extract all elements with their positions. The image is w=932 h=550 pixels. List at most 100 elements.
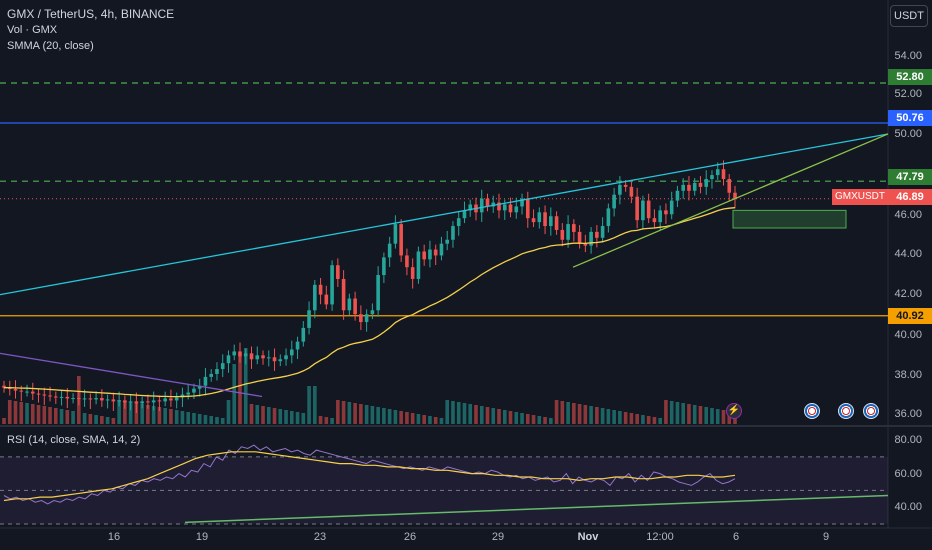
- candle-body: [255, 355, 260, 360]
- volume-bar: [157, 407, 162, 424]
- candle-body: [25, 391, 29, 393]
- volume-bar: [163, 408, 167, 424]
- rising-wedge-upper-trendline: [0, 133, 889, 296]
- volume-bar: [393, 410, 398, 424]
- candle-body: [445, 239, 450, 244]
- candle-body: [485, 198, 490, 207]
- candle-body: [479, 198, 484, 213]
- candle-body: [600, 226, 605, 238]
- volume-bar: [370, 406, 375, 424]
- volume-bar: [42, 406, 47, 424]
- time-axis-label: 16: [107, 531, 121, 543]
- volume-bar: [330, 418, 334, 424]
- lightning-event-icon[interactable]: ⚡: [726, 403, 742, 419]
- us-flag-event-icon[interactable]: [838, 403, 854, 419]
- volume-bar: [59, 409, 64, 424]
- candle-body: [232, 351, 237, 356]
- volume-bar: [169, 409, 173, 424]
- candle-body: [399, 224, 403, 256]
- price-axis-label: 42.00: [894, 288, 922, 300]
- candle-body: [59, 396, 64, 398]
- level-badge-orange[interactable]: 40.92: [888, 308, 932, 324]
- volume-bar: [255, 405, 260, 424]
- candle-body: [704, 179, 709, 187]
- candle-body: [186, 392, 190, 395]
- candle-body: [192, 388, 196, 393]
- price-axis-label: 40.00: [894, 329, 922, 341]
- price-axis-label: 54.00: [894, 50, 922, 62]
- candle-body: [433, 249, 438, 256]
- candle-body: [606, 208, 611, 227]
- rsi-axis-label: 80.00: [894, 434, 922, 446]
- candle-body: [462, 210, 467, 219]
- currency-unit-button[interactable]: USDT: [890, 5, 928, 27]
- candle-body: [554, 216, 559, 230]
- volume-bar: [635, 414, 639, 424]
- candle-body: [439, 243, 444, 256]
- candle-body: [330, 265, 334, 305]
- level-badge-green-top[interactable]: 52.80: [888, 69, 932, 85]
- volume-bar: [359, 404, 363, 424]
- volume-bar: [577, 404, 582, 424]
- candle-body: [543, 212, 547, 227]
- candle-body: [289, 349, 294, 356]
- candle-body: [134, 401, 139, 404]
- volume-bar: [600, 408, 605, 424]
- volume-bar: [462, 403, 467, 424]
- rsi-legend[interactable]: RSI (14, close, SMA, 14, 2): [7, 434, 141, 446]
- volume-legend[interactable]: Vol · GMX: [7, 24, 58, 36]
- volume-bar: [549, 418, 553, 424]
- candle-body: [146, 401, 150, 403]
- volume-bar: [7, 400, 12, 424]
- candle-body: [387, 243, 392, 258]
- current-price-badge[interactable]: 46.89: [888, 189, 932, 205]
- candle-body: [2, 385, 6, 388]
- smma-legend[interactable]: SMMA (20, close): [7, 40, 94, 52]
- volume-bar: [502, 410, 507, 424]
- candle-body: [733, 192, 737, 199]
- volume-bar: [537, 416, 542, 424]
- candle-body: [491, 202, 496, 207]
- candle-body: [382, 257, 386, 276]
- candle-body: [681, 184, 685, 191]
- volume-bar: [13, 401, 18, 424]
- volume-bar: [313, 386, 317, 424]
- time-axis-label: 19: [195, 531, 209, 543]
- symbol-price-tag: GMXUSDT: [832, 189, 888, 205]
- candle-body: [249, 353, 254, 360]
- candle-body: [595, 231, 599, 238]
- candle-body: [456, 218, 461, 227]
- candle-body: [82, 398, 87, 400]
- candle-body: [140, 401, 144, 404]
- us-flag-event-icon[interactable]: [804, 403, 820, 419]
- volume-bar: [295, 412, 300, 424]
- symbol-legend[interactable]: GMX / TetherUS, 4h, BINANCE: [7, 7, 175, 21]
- candle-body: [284, 355, 288, 360]
- volume-bar: [243, 348, 248, 424]
- candle-body: [652, 218, 657, 223]
- time-axis-label: 9: [822, 531, 830, 543]
- candle-body: [94, 398, 98, 400]
- candle-body: [370, 310, 375, 315]
- volume-bar: [197, 414, 202, 424]
- volume-bar: [174, 410, 179, 424]
- candle-body: [169, 398, 173, 401]
- candle-body: [520, 198, 524, 207]
- us-flag-event-icon[interactable]: [863, 403, 879, 419]
- volume-bar: [123, 401, 127, 424]
- candle-body: [422, 251, 426, 260]
- volume-bar: [25, 403, 29, 424]
- volume-bar: [65, 410, 70, 424]
- time-axis-label: 26: [403, 531, 417, 543]
- level-badge-blue[interactable]: 50.76: [888, 110, 932, 126]
- volume-bar: [560, 401, 565, 424]
- volume-bar: [439, 418, 444, 424]
- volume-bar: [111, 418, 116, 424]
- candle-body: [341, 278, 346, 311]
- time-axis-label: 29: [491, 531, 505, 543]
- candle-body: [664, 210, 668, 215]
- candle-body: [301, 327, 306, 342]
- level-badge-green-mid[interactable]: 47.79: [888, 169, 932, 185]
